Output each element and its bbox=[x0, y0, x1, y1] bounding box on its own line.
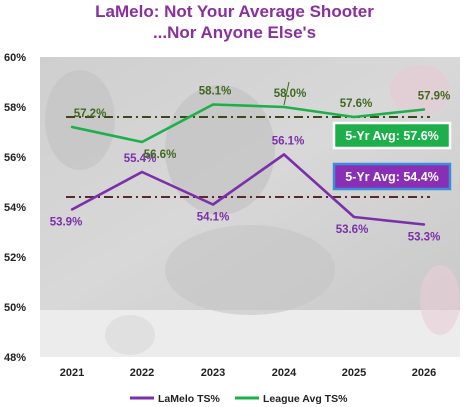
y-axis-ticks: 48% 50% 52% 54% 56% 58% 60% bbox=[4, 52, 26, 364]
data-label: 57.6% bbox=[340, 98, 373, 110]
data-label: 57.9% bbox=[418, 91, 451, 103]
chart-title: LaMelo: Not Your Average Shooter bbox=[95, 2, 374, 21]
average-box bbox=[332, 162, 452, 191]
data-label: 56.1% bbox=[272, 136, 305, 148]
x-axis-ticks: 2021 2022 2023 2024 2025 2026 bbox=[60, 367, 436, 379]
data-point bbox=[211, 103, 215, 106]
data-label: 54.1% bbox=[197, 212, 230, 224]
data-point bbox=[282, 153, 286, 156]
data-point bbox=[282, 105, 286, 109]
data-point bbox=[140, 170, 144, 174]
series-line bbox=[71, 103, 425, 144]
y-tick-label: 50% bbox=[4, 302, 26, 314]
data-point bbox=[422, 108, 426, 111]
data-point bbox=[140, 140, 144, 144]
x-tick-label: 2024 bbox=[272, 367, 297, 379]
data-label: 56.6% bbox=[144, 149, 177, 161]
average-boxes: 5-Yr Avg: 57.6% 5-Yr Avg: 54.4% bbox=[332, 121, 452, 191]
x-tick-label: 2022 bbox=[130, 367, 154, 379]
x-tick-label: 2021 bbox=[60, 367, 84, 379]
data-label: 58.0% bbox=[274, 88, 307, 100]
data-label: 53.3% bbox=[408, 232, 441, 244]
average-box-label: 5-Yr Avg: 54.4% bbox=[345, 170, 439, 184]
data-label: 55.4% bbox=[124, 153, 157, 165]
data-label: 53.6% bbox=[336, 224, 369, 236]
y-tick-label: 48% bbox=[4, 352, 26, 364]
y-tick-label: 52% bbox=[4, 252, 26, 264]
data-label: 58.1% bbox=[199, 86, 232, 98]
data-point bbox=[211, 203, 215, 206]
data-label: 53.9% bbox=[50, 217, 83, 229]
average-box-label: 5-Yr Avg: 57.6% bbox=[345, 129, 439, 143]
x-tick-label: 2025 bbox=[342, 367, 366, 379]
x-tick-label: 2026 bbox=[412, 367, 436, 379]
x-tick-label: 2023 bbox=[201, 367, 225, 379]
average-lines bbox=[66, 116, 430, 198]
legend-label: LaMelo TS% bbox=[158, 393, 221, 405]
y-tick-label: 56% bbox=[4, 152, 26, 164]
legend-label: League Avg TS% bbox=[263, 393, 348, 405]
data-label: 57.2% bbox=[74, 108, 107, 120]
label-leader bbox=[283, 81, 290, 106]
background-photo bbox=[40, 57, 460, 357]
data-point bbox=[352, 115, 356, 119]
y-tick-label: 54% bbox=[4, 202, 26, 214]
chart-subtitle: ...Nor Anyone Else's bbox=[153, 23, 316, 42]
y-tick-label: 58% bbox=[4, 102, 26, 114]
data-point bbox=[70, 208, 74, 211]
data-point bbox=[70, 125, 74, 129]
data-point bbox=[422, 223, 426, 226]
average-box bbox=[332, 121, 452, 150]
data-labels: 53.9% 55.4% 54.1% 56.1% 53.6% 53.3% 57.2% 56.6%… bbox=[50, 81, 451, 244]
series-line bbox=[71, 153, 425, 226]
legend: LaMelo TS% League Avg TS% bbox=[130, 393, 348, 405]
series-lines bbox=[70, 103, 426, 226]
y-tick-label: 60% bbox=[4, 52, 26, 64]
data-point bbox=[352, 215, 356, 219]
